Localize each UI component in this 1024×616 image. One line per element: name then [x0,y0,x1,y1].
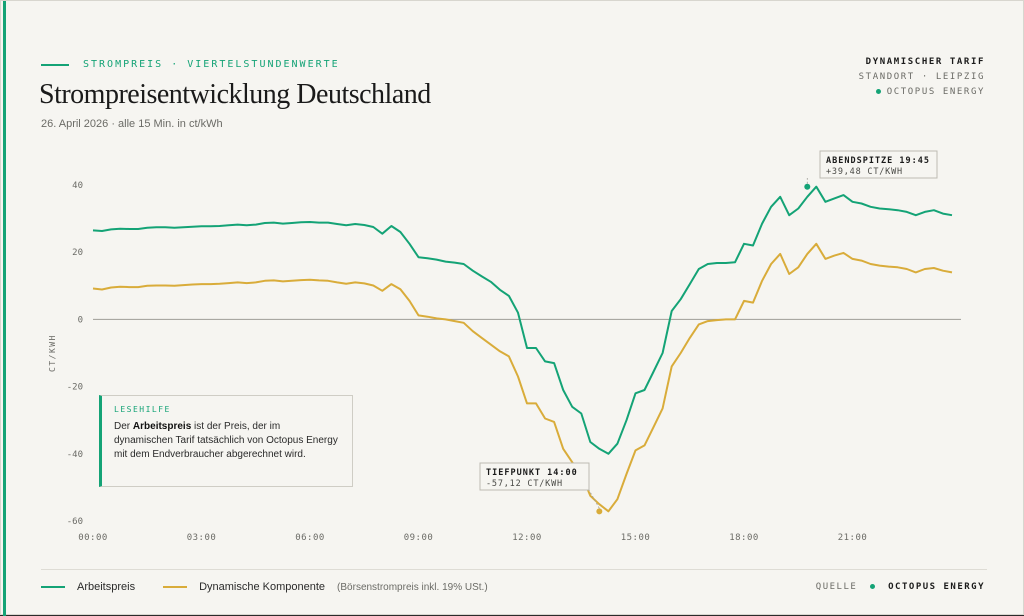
page-subtitle: 26. April 2026 · alle 15 Min. in ct/kWh [41,118,223,130]
reading-aid-label: LESEHILFE [114,405,171,414]
source-dot-icon [870,584,876,589]
footer-divider [41,569,987,570]
trough-callout [479,462,590,491]
legend-swatch-arbeitspreis [41,586,65,588]
series-line-arbeitspreis [92,185,953,455]
chart-legend: Arbeitspreis Dynamische Komponente (Börs… [41,581,488,593]
y-tick-label: 0 [78,315,83,325]
meta-block: DYNAMISCHER TARIF STANDORT · LEIPZIG OCT… [859,55,985,100]
x-tick-label: 00:00 [78,533,108,543]
reading-aid-text-start: Der [114,421,133,432]
source-label: QUELLE [815,582,858,592]
eyebrow: STROMPREIS · VIERTELSTUNDENWERTE [41,59,340,70]
x-tick-label: 06:00 [295,533,325,543]
meta-provider: OCTOPUS ENERGY [886,87,985,97]
trough-callout-value: -57,12 CT/KWH [486,479,563,489]
trough-marker [596,508,603,515]
peak-marker [804,183,811,190]
y-tick-label: -60 [67,517,83,527]
card-accent-bar [3,1,6,616]
series-line-dynamische-komponente [92,242,953,513]
x-tick-label: 03:00 [187,533,217,543]
trough-callout-title: TIEFPUNKT 14:00 [486,468,578,478]
x-tick-label: 18:00 [729,533,759,543]
y-tick-label: -40 [67,450,83,460]
reading-aid-box: LESEHILFE Der Arbeitspreis ist der Preis… [99,395,353,487]
y-tick-label: -20 [67,383,83,393]
meta-provider-row: OCTOPUS ENERGY [859,85,985,100]
meta-tariff: DYNAMISCHER TARIF [865,57,985,67]
source-value: OCTOPUS ENERGY [888,582,985,592]
peak-callout-title: ABENDSPITZE 19:45 [826,156,930,166]
legend-swatch-dynamisch [163,586,188,588]
eyebrow-text: STROMPREIS · VIERTELSTUNDENWERTE [83,59,340,70]
legend-label-dynamisch: Dynamische Komponente [199,581,326,593]
y-axis-label: CT/KWH [48,334,57,372]
peak-callout [819,150,938,179]
reading-aid-bold: Arbeitspreis [132,421,192,432]
page-title: Strompreisentwicklung Deutschland [39,79,431,110]
y-tick-label: 40 [72,181,83,191]
trough-leader [588,489,600,509]
reading-aid-text-end: ist der Preis, der im dynamischen Tarif … [114,421,338,460]
meta-location: STANDORT · LEIPZIG [858,72,985,82]
x-tick-label: 09:00 [404,533,434,543]
x-tick-label: 21:00 [838,533,868,543]
legend-label-arbeitspreis: Arbeitspreis [77,581,136,593]
x-tick-label: 15:00 [621,533,651,543]
reading-aid-text: Der Arbeitspreis ist der Preis, der im d… [114,420,340,462]
x-tick-label: 12:00 [512,533,542,543]
source-credit: QUELLE OCTOPUS ENERGY [816,582,985,592]
y-tick-label: 20 [72,248,83,258]
legend-note: (Börsenstrompreis inkl. 19% USt.) [337,581,488,593]
provider-dot-icon [875,89,881,94]
eyebrow-line [41,63,69,66]
peak-callout-value: +39,48 CT/KWH [826,167,903,177]
